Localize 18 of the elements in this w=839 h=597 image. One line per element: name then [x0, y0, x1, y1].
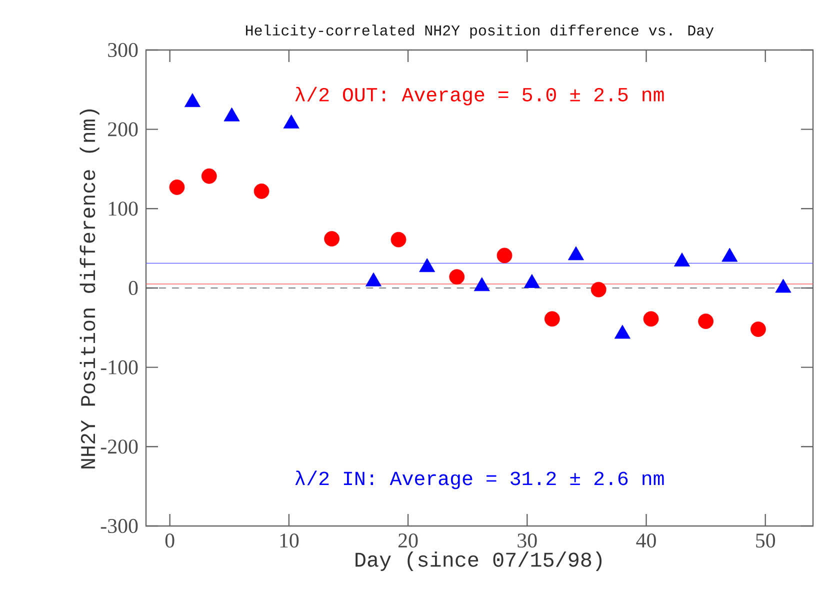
x-tick-label: 20: [398, 534, 418, 548]
y-tick-label: 200: [108, 122, 138, 136]
y-tick-label: 0: [128, 280, 138, 296]
y-tick-label: 100: [108, 202, 138, 216]
y-axis-title: NH2Y Position difference (nm): [80, 110, 100, 468]
x-tick-label: 10: [280, 534, 299, 548]
chart-title: Helicity-correlated NH2Y position difference vs. Day: [246, 24, 714, 38]
y-tick-label: -100: [100, 360, 138, 374]
x-tick-label: 30: [518, 534, 537, 548]
y-tick-label: -200: [100, 440, 138, 454]
y-tick-label: -300: [100, 518, 138, 534]
x-axis-title: Day (since 07/15/98): [356, 551, 602, 571]
x-tick-label: 0: [165, 534, 174, 548]
y-tick-label: 300: [108, 42, 138, 58]
annotation: λ/2 OUT: Average = 5.0 ± 2.5 nm: [295, 86, 664, 106]
annotation: λ/2 IN: Average = 31.2 ± 2.6 nm: [295, 470, 664, 490]
x-tick-label: 50: [756, 534, 776, 548]
x-tick-label: 40: [636, 534, 656, 548]
